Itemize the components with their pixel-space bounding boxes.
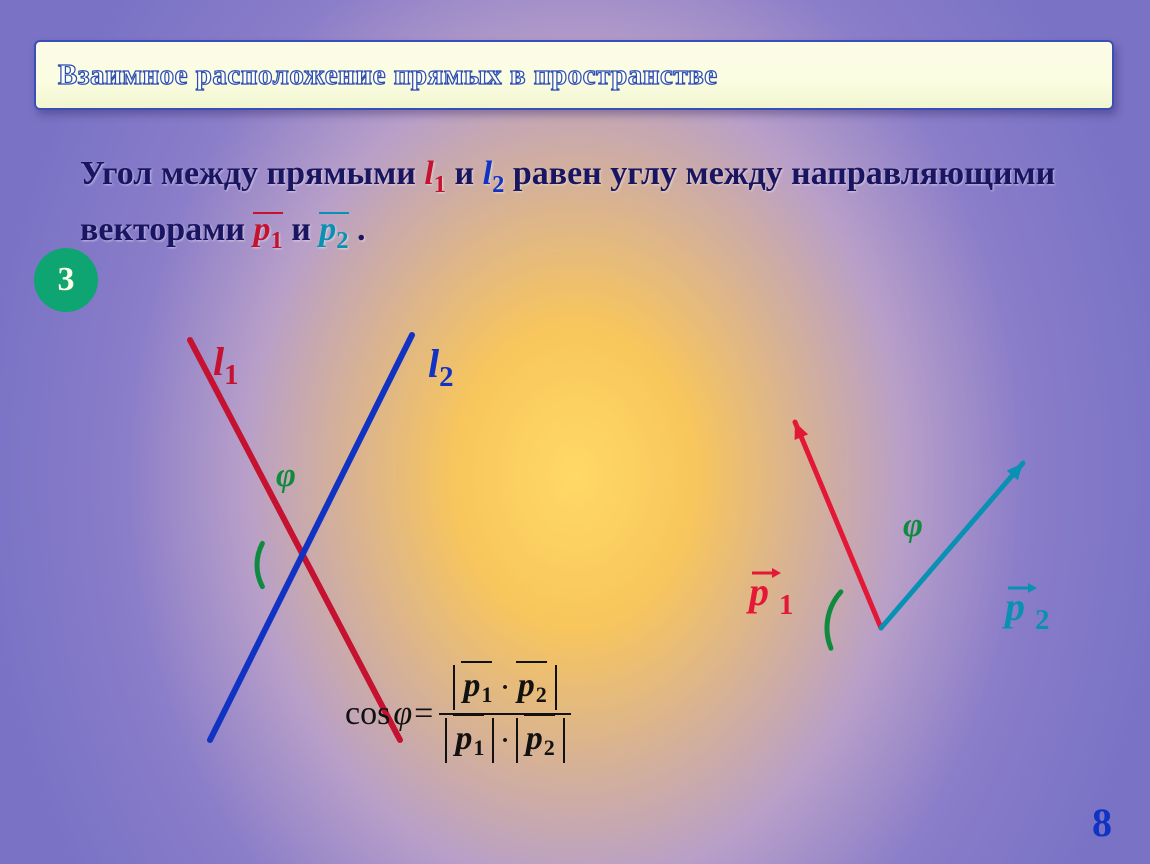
formula-numerator: p1 · p2 bbox=[447, 662, 562, 713]
subtitle-l2: l2 bbox=[483, 155, 505, 192]
page-number: 8 bbox=[1092, 799, 1112, 846]
label-l2: l2 bbox=[428, 340, 454, 394]
formula: cos φ = p1 · p2 p1 · p2 bbox=[345, 662, 571, 766]
step-badge: 3 bbox=[34, 248, 98, 312]
subtitle-mid3: и bbox=[291, 211, 319, 248]
title-text: Взаимное расположение прямых в пространс… bbox=[58, 59, 718, 92]
label-p2: p 2 bbox=[1005, 583, 1049, 637]
label-phi-right: φ bbox=[903, 507, 923, 545]
subtitle-part1: Угол между прямыми bbox=[80, 155, 424, 192]
formula-eq: = bbox=[414, 695, 433, 733]
badge-number: 3 bbox=[58, 261, 75, 299]
subtitle: Угол между прямыми l1 и l2 равен углу ме… bbox=[80, 148, 1090, 259]
label-l1: l1 bbox=[213, 338, 239, 392]
label-p1: p 1 bbox=[749, 568, 793, 622]
title-box: Взаимное расположение прямых в пространс… bbox=[34, 40, 1114, 110]
subtitle-p1: p1 bbox=[253, 211, 282, 248]
formula-cos: cos bbox=[345, 695, 390, 733]
formula-phi: φ bbox=[393, 695, 412, 733]
subtitle-mid1: и bbox=[455, 155, 483, 192]
formula-denominator: p1 · p2 bbox=[439, 715, 570, 766]
diagram-vectors: p 1 p 2 φ bbox=[705, 400, 1125, 660]
label-phi-left: φ bbox=[276, 457, 296, 495]
subtitle-p2: p2 bbox=[319, 211, 348, 248]
subtitle-end: . bbox=[357, 211, 366, 248]
subtitle-l1: l1 bbox=[424, 155, 446, 192]
formula-fraction: p1 · p2 p1 · p2 bbox=[439, 662, 570, 766]
